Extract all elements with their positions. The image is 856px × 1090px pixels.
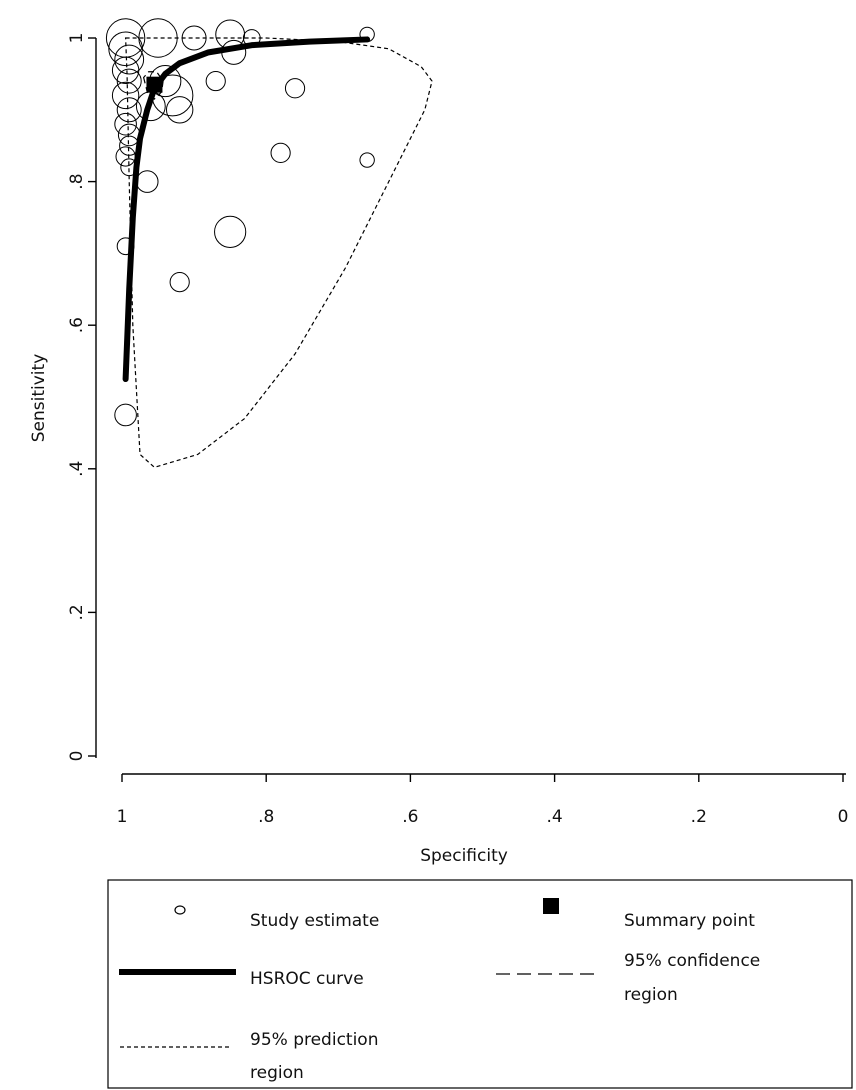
- summary-point: [146, 76, 163, 93]
- x-axis-title: Specificity: [420, 846, 508, 866]
- y-axis-title: Sensitivity: [29, 354, 49, 443]
- x-tick-label: 1: [117, 807, 128, 827]
- plot-area: 0 .2 .4 .6 .8 1 1 .8 .6 .4 .2 0 Sensitivity Specif…: [29, 18, 849, 866]
- study-estimate-point: [108, 31, 143, 67]
- y-tick-label: .6: [67, 317, 87, 333]
- x-tick-label: .2: [691, 807, 707, 827]
- study-estimate-point: [165, 96, 194, 124]
- study-estimate-point: [181, 25, 207, 51]
- x-tick-label: .8: [258, 807, 274, 827]
- study-estimate-point: [116, 68, 142, 94]
- study-estimate-point: [114, 44, 145, 75]
- study-estimate-point: [115, 146, 136, 167]
- study-estimate-point: [205, 70, 226, 92]
- legend-summary-point-symbol: [543, 898, 559, 914]
- y-tick-label: 1: [67, 33, 87, 44]
- y-tick-label: .4: [67, 461, 87, 477]
- y-tick-label: .8: [67, 173, 87, 189]
- x-tick-label: 0: [838, 807, 849, 827]
- study-estimate-point: [284, 78, 306, 99]
- study-estimate-point: [138, 18, 178, 58]
- legend-study-estimate-label: Study estimate: [250, 911, 379, 931]
- study-estimate-point: [114, 112, 137, 136]
- x-tick-label: .6: [402, 807, 418, 827]
- x-ticks: 1 .8 .6 .4 .2 0: [117, 774, 849, 827]
- study-estimate-point: [214, 215, 247, 248]
- y-ticks: 0 .2 .4 .6 .8 1: [67, 33, 96, 762]
- prediction-region-layer: [124, 37, 433, 469]
- study-estimate-point: [135, 170, 159, 193]
- study-estimate-point: [116, 97, 142, 123]
- legend-summary-point-label: Summary point: [624, 911, 755, 931]
- legend-confidence-region-label: 95% confidence: [624, 951, 760, 971]
- prediction-region: [124, 37, 433, 469]
- x-tick-label: .4: [546, 807, 562, 827]
- study-estimate-point: [169, 272, 190, 293]
- legend-hsroc-curve-label: HSROC curve: [250, 969, 364, 989]
- legend: Study estimate Summary point HSROC curve…: [107, 879, 853, 1089]
- study-estimate-point: [359, 152, 375, 168]
- study-estimate-point: [111, 56, 140, 85]
- study-estimate-point: [270, 142, 291, 163]
- study-estimate-point: [111, 81, 140, 110]
- study-estimate-point: [114, 403, 137, 427]
- legend-confidence-region-label-2: region: [624, 985, 678, 1005]
- legend-prediction-region-label-2: region: [250, 1063, 304, 1083]
- y-tick-label: 0: [67, 751, 87, 762]
- legend-box: [107, 879, 853, 1089]
- summary-point-layer: [146, 76, 163, 93]
- legend-study-estimate-symbol: [174, 905, 186, 915]
- legend-prediction-region-label: 95% prediction: [250, 1030, 378, 1050]
- y-tick-label: .2: [67, 604, 87, 620]
